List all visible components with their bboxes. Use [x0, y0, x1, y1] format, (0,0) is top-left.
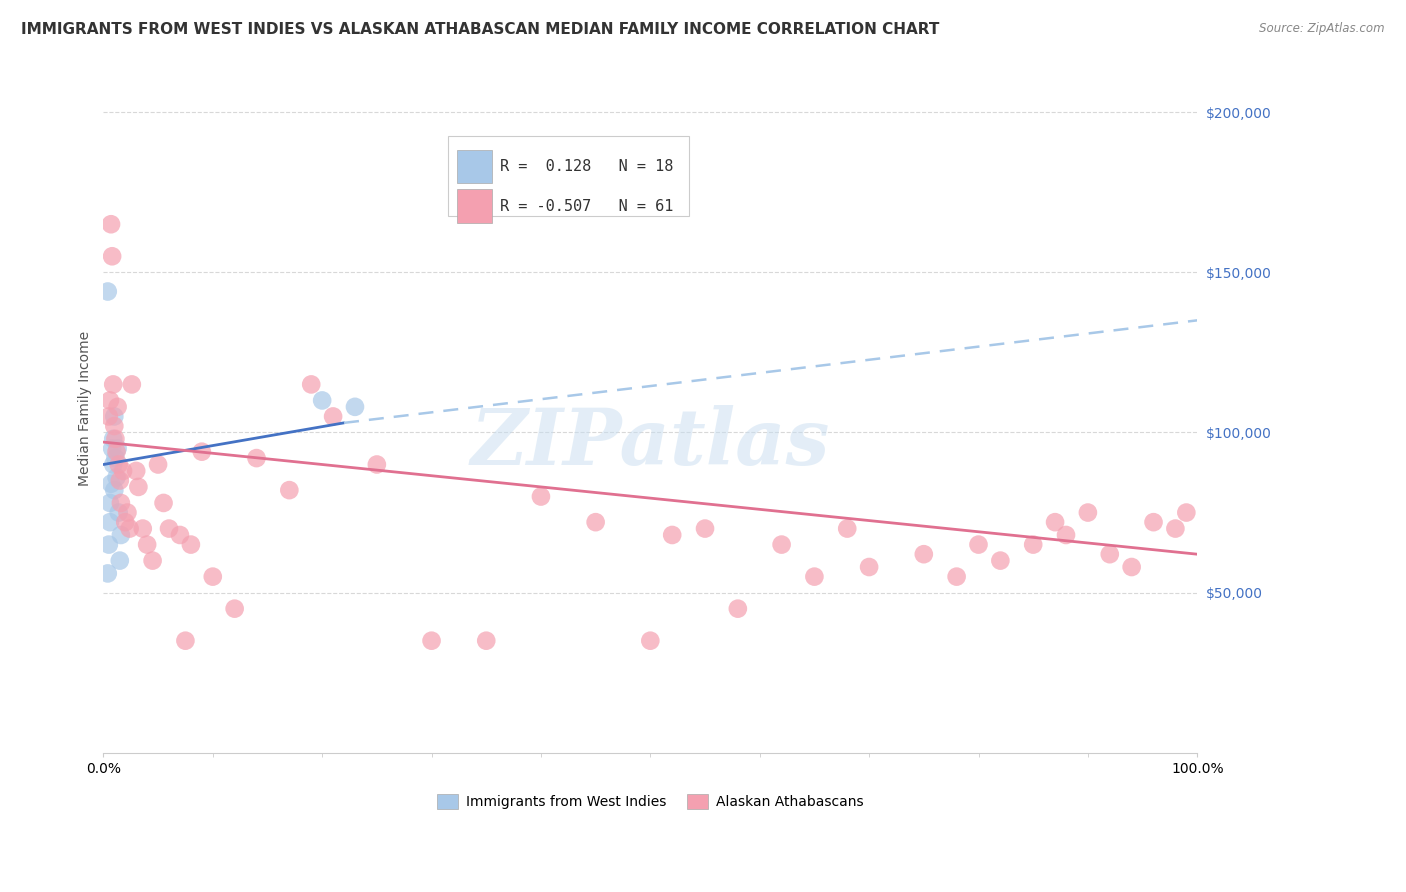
Point [125, 464, 148, 478]
Point [103, 419, 125, 434]
Point [104, 451, 127, 466]
Point [585, 515, 607, 529]
Point [1077, 506, 1099, 520]
Legend: Immigrants from West Indies, Alaskan Athabascans: Immigrants from West Indies, Alaskan Ath… [432, 789, 869, 814]
Point [1022, 538, 1045, 552]
Point [912, 547, 935, 561]
Point [107, 458, 129, 472]
Point [132, 522, 155, 536]
Point [169, 528, 191, 542]
Text: Source: ZipAtlas.com: Source: ZipAtlas.com [1260, 22, 1385, 36]
Point [278, 483, 301, 497]
Point [1164, 522, 1187, 536]
Point [107, 400, 129, 414]
Point [97, 285, 120, 299]
Point [803, 569, 825, 583]
Point [105, 470, 128, 484]
Point [1121, 560, 1143, 574]
Point [98, 515, 121, 529]
Point [100, 217, 122, 231]
Point [110, 528, 132, 542]
Point [322, 409, 344, 424]
Point [366, 458, 388, 472]
Point [311, 393, 333, 408]
Point [103, 458, 125, 472]
Point [117, 506, 139, 520]
Point [118, 522, 141, 536]
Point [97, 409, 120, 424]
Point [343, 400, 366, 414]
Point [146, 458, 169, 472]
Point [103, 483, 125, 497]
Point [661, 528, 683, 542]
FancyBboxPatch shape [457, 189, 492, 223]
Point [967, 538, 990, 552]
Point [245, 451, 267, 466]
Point [174, 633, 197, 648]
Point [103, 432, 125, 446]
Point [180, 538, 202, 552]
Point [112, 464, 135, 478]
Point [530, 490, 553, 504]
Point [420, 633, 443, 648]
Point [157, 522, 180, 536]
Point [103, 409, 125, 424]
Point [224, 601, 246, 615]
Point [108, 553, 131, 567]
Point [1175, 506, 1198, 520]
Point [98, 393, 121, 408]
Y-axis label: Median Family Income: Median Family Income [79, 331, 93, 486]
Point [97, 538, 120, 552]
FancyBboxPatch shape [449, 136, 689, 216]
Point [136, 538, 159, 552]
Point [98, 496, 121, 510]
Point [201, 569, 224, 583]
Point [152, 496, 174, 510]
Point [107, 442, 129, 456]
Point [299, 377, 322, 392]
Point [1043, 515, 1066, 529]
Point [1142, 515, 1164, 529]
Point [770, 538, 793, 552]
Point [105, 444, 128, 458]
Point [142, 553, 165, 567]
Text: R = -0.507   N = 61: R = -0.507 N = 61 [501, 199, 673, 213]
Point [858, 560, 880, 574]
Point [127, 480, 149, 494]
Point [693, 522, 716, 536]
Point [640, 633, 662, 648]
Point [837, 522, 859, 536]
Point [990, 553, 1012, 567]
Point [97, 566, 120, 581]
Point [1054, 528, 1077, 542]
Point [100, 476, 122, 491]
Text: ZIPatlas: ZIPatlas [471, 405, 830, 481]
FancyBboxPatch shape [457, 150, 492, 184]
Point [103, 377, 125, 392]
Point [191, 444, 214, 458]
Point [107, 506, 129, 520]
Text: R =  0.128   N = 18: R = 0.128 N = 18 [501, 159, 673, 174]
Point [1098, 547, 1121, 561]
Point [101, 249, 124, 263]
Point [104, 432, 127, 446]
Point [110, 496, 132, 510]
Point [108, 474, 131, 488]
Point [101, 442, 124, 456]
Point [945, 569, 967, 583]
Point [121, 377, 143, 392]
Point [475, 633, 498, 648]
Point [114, 515, 136, 529]
Point [727, 601, 749, 615]
Text: IMMIGRANTS FROM WEST INDIES VS ALASKAN ATHABASCAN MEDIAN FAMILY INCOME CORRELATI: IMMIGRANTS FROM WEST INDIES VS ALASKAN A… [21, 22, 939, 37]
